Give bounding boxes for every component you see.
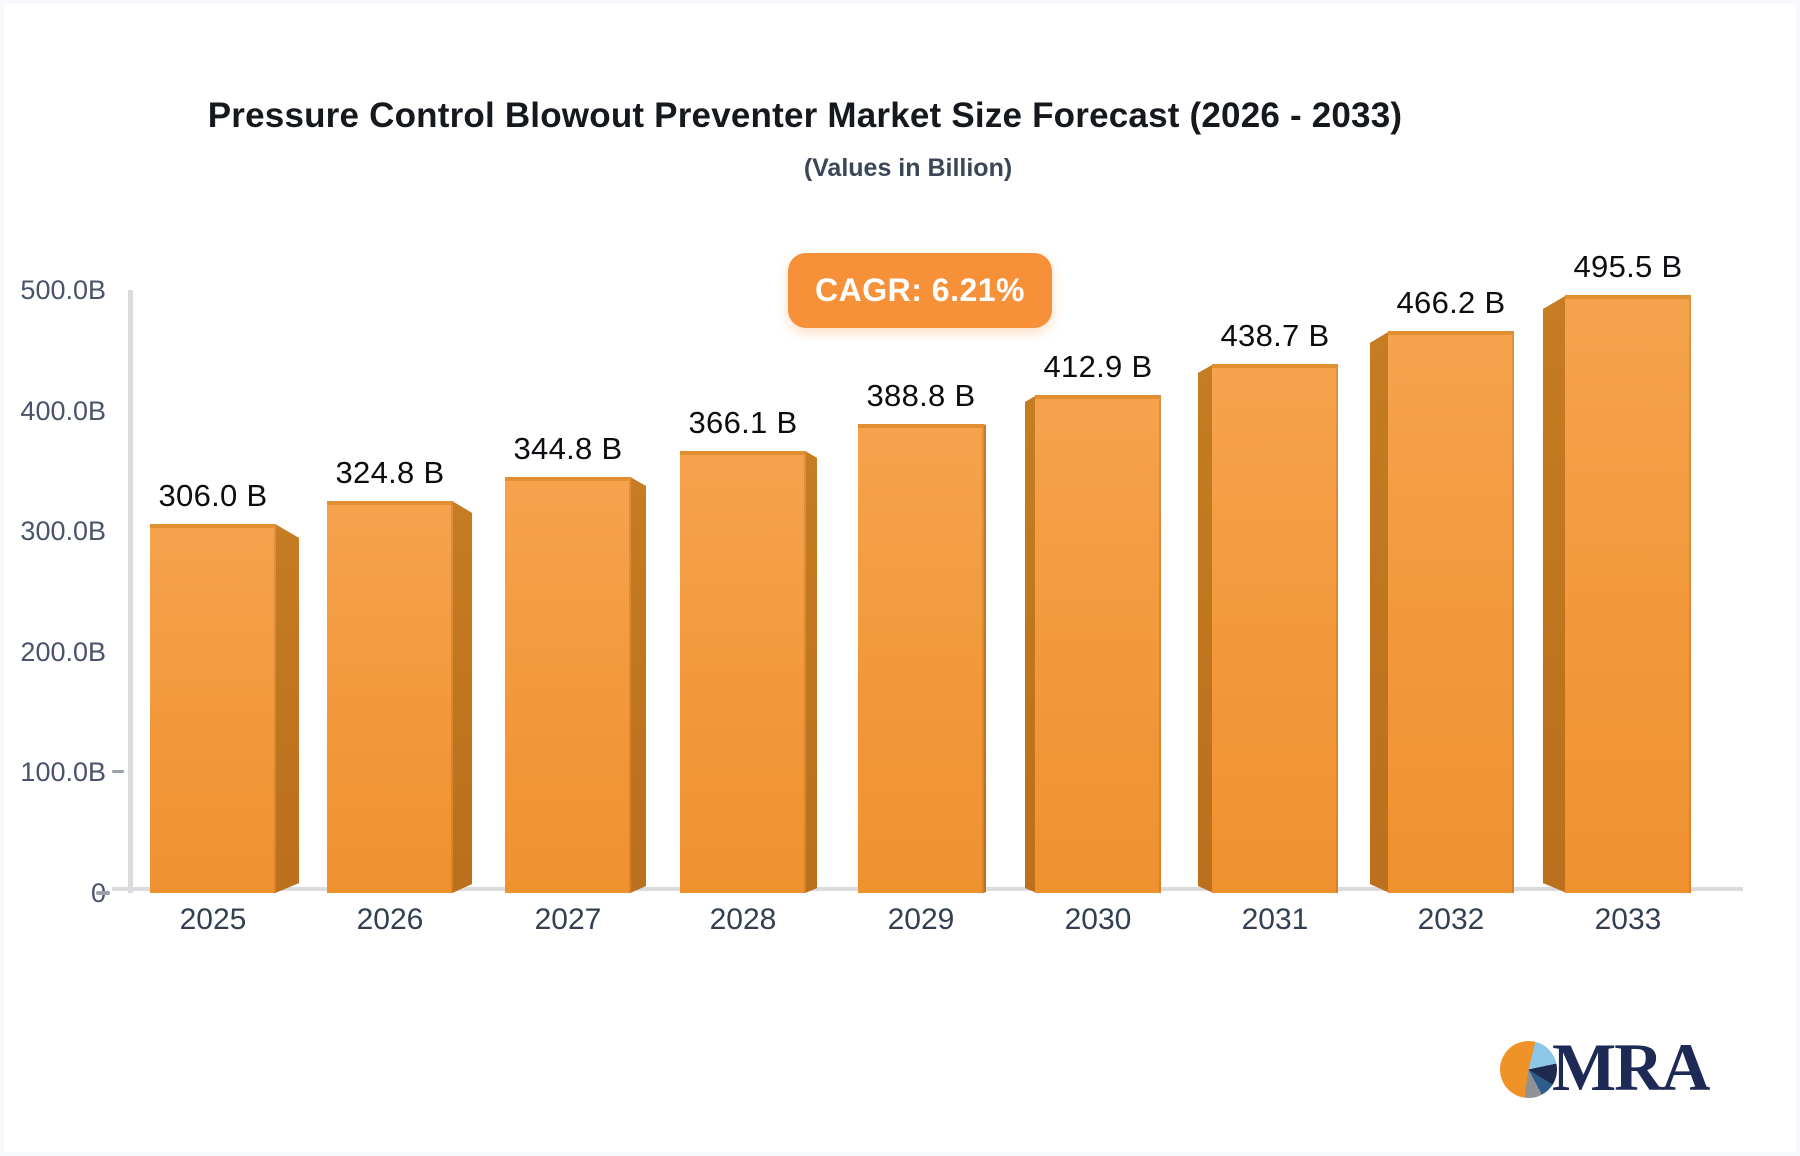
- y-tick-400.0B: 400.0B: [20, 396, 106, 426]
- y-tick-100.0B: 100.0B: [20, 757, 106, 787]
- bar-top-edge: [1388, 331, 1514, 335]
- bar-side-2032: [1370, 331, 1390, 893]
- bar-side-2031: [1198, 364, 1214, 893]
- bar-value-label-2030: 412.9 B: [1043, 349, 1153, 384]
- chart-title: Pressure Control Blowout Preventer Marke…: [207, 96, 1403, 135]
- bar-side-2028: [805, 451, 817, 893]
- y-tick-200.0B: 200.0B: [20, 637, 106, 667]
- bar-side-2027: [630, 477, 646, 893]
- bar-2027: [505, 477, 631, 893]
- bar-value-label-2031: 438.7 B: [1220, 318, 1330, 353]
- x-tick-2033: 2033: [1594, 903, 1662, 936]
- x-tick-2029: 2029: [887, 903, 955, 936]
- x-tick-2027: 2027: [534, 903, 602, 936]
- bar-side-2026: [452, 501, 472, 893]
- bar-value-label-2026: 324.8 B: [335, 455, 445, 490]
- bar-value-label-2028: 366.1 B: [688, 405, 798, 440]
- x-tick-2032: 2032: [1417, 903, 1485, 936]
- y-tick-dash-0: [96, 891, 110, 895]
- bar-2032: [1388, 331, 1514, 893]
- bar-top-edge: [505, 477, 631, 481]
- bar-top-edge: [1212, 364, 1338, 368]
- bar-side-2030: [1025, 395, 1037, 893]
- y-tick-0: 0: [0, 877, 106, 909]
- bar-2031: [1212, 364, 1338, 893]
- bar-side-2025: [275, 524, 299, 893]
- logo-pie-icon: [1500, 1041, 1557, 1098]
- chart-subtitle: (Values in Billion): [803, 154, 1013, 182]
- y-tick-300.0B: 300.0B: [20, 516, 106, 546]
- bar-top-edge: [1565, 295, 1691, 299]
- bar-top-edge: [327, 501, 453, 505]
- bar-side-2033: [1543, 295, 1567, 893]
- bar-2026: [327, 501, 453, 893]
- x-tick-2028: 2028: [709, 903, 777, 936]
- bar-2025: [150, 524, 276, 893]
- bar-2033: [1565, 295, 1691, 893]
- x-tick-2031: 2031: [1241, 903, 1309, 936]
- bar-value-label-2025: 306.0 B: [158, 478, 268, 513]
- bar-value-label-2027: 344.8 B: [513, 431, 623, 466]
- bar-top-edge: [150, 524, 276, 528]
- bar-2028: [680, 451, 806, 893]
- y-tick-dash-100.0B: [112, 770, 124, 773]
- logo-text: MRA: [1552, 1029, 1710, 1105]
- bar-2029: [858, 424, 984, 893]
- bar-top-edge: [1035, 395, 1161, 399]
- bar-2030: [1035, 395, 1161, 893]
- x-tick-2030: 2030: [1064, 903, 1132, 936]
- cagr-badge: CAGR: 6.21%: [788, 253, 1052, 328]
- x-tick-2025: 2025: [179, 903, 247, 936]
- bar-top-edge: [680, 451, 806, 455]
- bar-value-label-2032: 466.2 B: [1396, 285, 1506, 320]
- bar-side-2029: [983, 424, 986, 893]
- cagr-badge-label: CAGR: 6.21%: [815, 272, 1025, 308]
- bar-top-edge: [858, 424, 984, 428]
- bar-value-label-2033: 495.5 B: [1573, 249, 1683, 284]
- y-axis-line: [128, 290, 133, 893]
- y-tick-500.0B: 500.0B: [20, 275, 106, 305]
- x-tick-2026: 2026: [356, 903, 424, 936]
- bar-value-label-2029: 388.8 B: [866, 378, 976, 413]
